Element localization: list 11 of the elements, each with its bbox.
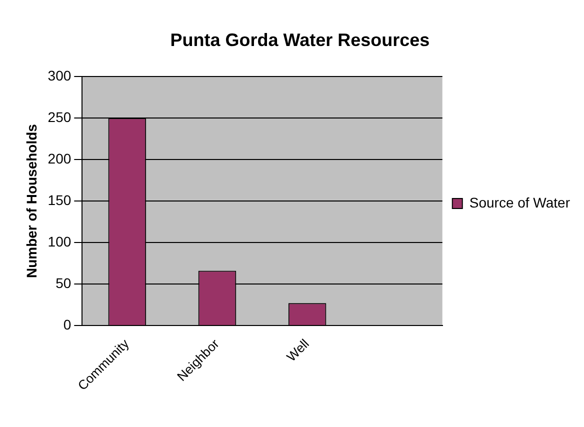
y-tick-label: 0 (63, 316, 72, 332)
y-axis-title: Number of Households (23, 124, 40, 278)
x-tick-label: Well (284, 336, 312, 364)
chart-title: Punta Gorda Water Resources (170, 30, 430, 50)
y-tick-label: 200 (48, 150, 72, 166)
y-tick-label: 150 (48, 192, 72, 208)
y-tick-label: 50 (56, 274, 72, 291)
y-tick-label: 250 (48, 108, 72, 125)
y-tick-label: 100 (48, 233, 72, 250)
legend-label: Source of Water (469, 194, 570, 210)
y-tick-label: 300 (48, 67, 72, 84)
